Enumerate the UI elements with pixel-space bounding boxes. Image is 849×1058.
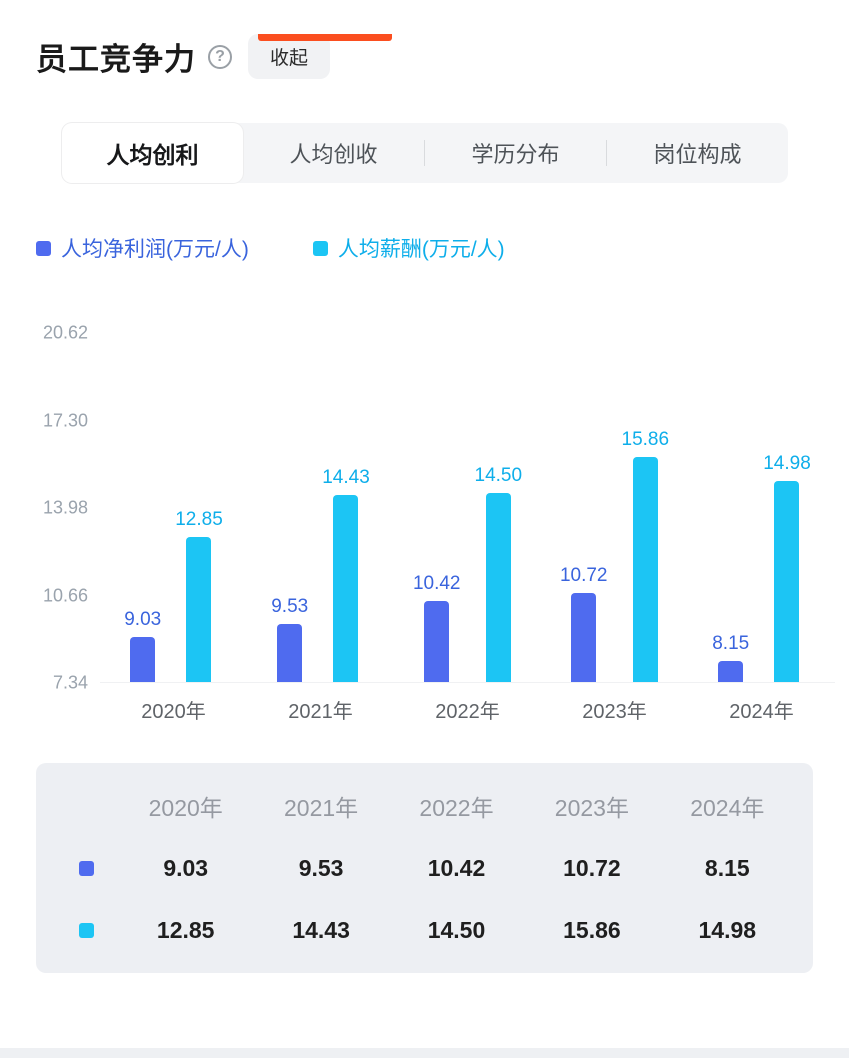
bar-value-label: 15.86 — [621, 429, 670, 451]
table-cell: 10.42 — [427, 854, 486, 881]
table-year-header: 2020年 — [148, 795, 223, 821]
x-axis-category-label: 2024年 — [729, 701, 794, 723]
bar[interactable] — [571, 592, 597, 682]
bar-value-label: 10.72 — [559, 564, 608, 586]
table-cell: 14.50 — [427, 916, 486, 943]
table-cell: 15.86 — [563, 916, 621, 943]
bar-with-label: 9.03 — [124, 609, 161, 682]
legend-label: 人均净利润(万元/人) — [61, 238, 249, 261]
bar-value-label: 8.15 — [712, 632, 750, 654]
table-year-header: 2022年 — [419, 795, 494, 821]
bar-with-label: 9.53 — [271, 596, 308, 682]
page-title: 员工竞争力 — [36, 42, 196, 77]
bar[interactable] — [485, 493, 511, 682]
tab-divider — [424, 140, 425, 166]
bar-chart: 20.62 17.30 13.98 10.66 7.34 9.03 12.85 2020年 9… — [0, 323, 849, 731]
section-divider — [0, 1048, 849, 1058]
collapse-button[interactable]: 收起 — [248, 34, 331, 79]
bar-value-label: 12.85 — [175, 508, 223, 530]
bar[interactable] — [333, 495, 359, 682]
tab-position-composition[interactable]: 岗位构成 — [653, 142, 742, 167]
section-header: 员工竞争力 ? 收起 — [36, 34, 813, 79]
bar-value-label: 14.98 — [763, 452, 811, 474]
bar-with-label: 10.42 — [413, 573, 461, 682]
tab-divider — [606, 140, 607, 166]
table-row-marker-blue — [78, 860, 94, 876]
y-axis-tick-label: 10.66 — [42, 585, 88, 605]
metric-tab-bar: 人均创利 人均创收 学历分布 岗位构成 — [62, 123, 788, 183]
bar[interactable] — [774, 480, 800, 682]
bar-with-label: 14.43 — [322, 467, 370, 682]
table-cell: 8.15 — [704, 854, 750, 881]
bar-group: 10.42 14.50 2022年 — [394, 333, 541, 723]
legend-label: 人均薪酬(万元/人) — [337, 238, 505, 261]
chart-legend: 人均净利润(万元/人) 人均薪酬(万元/人) — [36, 233, 849, 263]
bar-group: 8.15 14.98 2024年 — [688, 333, 835, 723]
table-row-marker-cyan — [78, 922, 94, 938]
tab-per-capita-profit[interactable]: 人均创利 — [62, 123, 243, 183]
tab-per-capita-revenue[interactable]: 人均创收 — [289, 142, 378, 167]
bar-value-label: 14.50 — [474, 465, 523, 487]
data-table: 2020年 2021年 2022年 2023年 2024年 9.03 9.53 … — [36, 763, 813, 973]
y-axis-tick-label: 17.30 — [42, 410, 88, 430]
table-cell: 9.03 — [163, 854, 209, 881]
table-year-header: 2023年 — [554, 795, 629, 821]
x-axis-category-label: 2020年 — [141, 701, 206, 723]
y-axis-tick-label: 7.34 — [52, 672, 88, 693]
y-axis-tick-label: 20.62 — [42, 322, 88, 343]
active-nav-indicator — [258, 34, 392, 41]
table-year-header: 2024年 — [690, 795, 765, 821]
bar-with-label: 14.98 — [763, 453, 811, 682]
bar-with-label: 14.50 — [474, 465, 523, 682]
table-year-header: 2021年 — [284, 795, 359, 821]
bar[interactable] — [424, 600, 450, 682]
bar-value-label: 9.03 — [124, 609, 162, 631]
table-cell: 14.98 — [698, 916, 757, 943]
legend-swatch-blue — [36, 240, 51, 256]
bar[interactable] — [130, 637, 156, 682]
bar-group: 9.53 14.43 2021年 — [247, 333, 394, 723]
x-axis-category-label: 2023年 — [582, 701, 647, 723]
legend-item-salary[interactable]: 人均薪酬(万元/人) — [312, 233, 505, 263]
table-cell: 12.85 — [156, 916, 215, 943]
bar-value-label: 10.42 — [412, 572, 461, 594]
bar-group: 10.72 15.86 2023年 — [541, 333, 688, 723]
bar[interactable] — [277, 624, 303, 682]
bar-with-label: 15.86 — [621, 429, 670, 682]
plot-area: 9.03 12.85 2020年 9.53 14.43 2021年 10.42 14.50 20… — [100, 333, 835, 723]
bar[interactable] — [718, 660, 744, 682]
bar[interactable] — [632, 457, 658, 682]
bar-with-label: 8.15 — [712, 633, 749, 682]
legend-item-net-profit[interactable]: 人均净利润(万元/人) — [36, 233, 249, 263]
tab-education-distribution[interactable]: 学历分布 — [471, 142, 560, 167]
x-axis-category-label: 2022年 — [435, 701, 500, 723]
table-cell: 9.53 — [298, 854, 344, 881]
x-axis-category-label: 2021年 — [288, 701, 353, 723]
y-axis: 20.62 17.30 13.98 10.66 7.34 — [0, 323, 88, 693]
help-icon[interactable]: ? — [208, 44, 232, 69]
legend-swatch-cyan — [312, 240, 328, 256]
bar[interactable] — [186, 536, 212, 682]
bar-with-label: 10.72 — [560, 565, 608, 682]
table-cell: 10.72 — [563, 854, 621, 881]
bar-with-label: 12.85 — [175, 509, 223, 682]
table-cell: 14.43 — [292, 916, 350, 943]
bar-value-label: 14.43 — [322, 467, 370, 489]
bar-group: 9.03 12.85 2020年 — [100, 333, 247, 723]
bar-value-label: 9.53 — [271, 596, 309, 618]
y-axis-tick-label: 13.98 — [42, 497, 88, 518]
